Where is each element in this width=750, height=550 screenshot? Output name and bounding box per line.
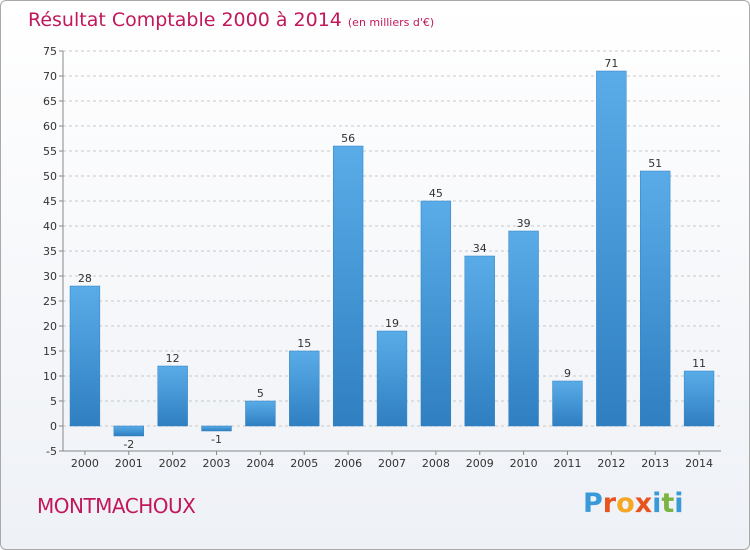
x-tick-label: 2012 bbox=[597, 457, 625, 470]
x-tick-label: 2013 bbox=[641, 457, 669, 470]
y-tick-label: 10 bbox=[43, 370, 57, 383]
y-tick-label: 15 bbox=[43, 345, 57, 358]
x-tick-label: 2005 bbox=[290, 457, 318, 470]
data-label: 9 bbox=[564, 367, 571, 380]
logo-letter: x bbox=[634, 488, 653, 519]
x-tick-label: 2000 bbox=[71, 457, 99, 470]
axes bbox=[59, 50, 721, 455]
x-tick-label: 2006 bbox=[334, 457, 362, 470]
y-tick-label: 50 bbox=[43, 170, 57, 183]
data-label: 11 bbox=[692, 357, 706, 370]
data-label: 45 bbox=[429, 187, 443, 200]
x-tick-label: 2007 bbox=[378, 457, 406, 470]
x-tick-label: 2009 bbox=[466, 457, 494, 470]
x-tick-label: 2014 bbox=[685, 457, 713, 470]
x-tick-label: 2004 bbox=[246, 457, 274, 470]
x-tick-label: 2002 bbox=[159, 457, 187, 470]
y-tick-label: -5 bbox=[46, 445, 57, 458]
data-label: 51 bbox=[648, 157, 662, 170]
bar-2014 bbox=[683, 370, 715, 427]
labels: -5 0 5 10 15 20 25 30 35 40 45 50 55 60 65 70 75 2000 28 20… bbox=[43, 45, 713, 470]
bar-2007 bbox=[376, 330, 408, 427]
data-label: 56 bbox=[341, 132, 355, 145]
y-tick-label: 40 bbox=[43, 220, 57, 233]
logo-letter: i bbox=[674, 488, 684, 519]
data-label: 19 bbox=[385, 317, 399, 330]
x-tick-label: 2011 bbox=[553, 457, 581, 470]
bar-2009 bbox=[464, 255, 495, 427]
y-tick-label: 65 bbox=[43, 95, 57, 108]
data-label: 12 bbox=[166, 352, 180, 365]
data-label: -1 bbox=[211, 433, 222, 446]
bar-2011 bbox=[552, 380, 583, 427]
y-tick-label: 35 bbox=[43, 245, 57, 258]
bars bbox=[69, 70, 715, 437]
data-label: 15 bbox=[297, 337, 311, 350]
proxiti-logo: Proxiti bbox=[583, 488, 684, 519]
bar-2001 bbox=[113, 425, 144, 437]
data-label: -2 bbox=[123, 438, 134, 451]
bar-2003 bbox=[201, 425, 232, 432]
y-tick-label: 45 bbox=[43, 195, 57, 208]
bar-2006 bbox=[332, 145, 364, 427]
chart-title-main: Résultat Comptable 2000 à 2014 bbox=[28, 9, 342, 31]
x-tick-label: 2010 bbox=[510, 457, 538, 470]
chart-title: Résultat Comptable 2000 à 2014 (en millie… bbox=[28, 9, 434, 31]
bar-2004 bbox=[245, 400, 276, 427]
data-label: 28 bbox=[78, 272, 92, 285]
y-tick-label: 75 bbox=[43, 45, 57, 58]
bar-2002 bbox=[157, 365, 188, 427]
y-tick-label: 60 bbox=[43, 120, 57, 133]
y-tick-label: 5 bbox=[50, 395, 57, 408]
y-tick-label: 0 bbox=[50, 420, 57, 433]
logo-letter: o bbox=[616, 488, 635, 519]
logo-letter: t bbox=[661, 488, 675, 519]
bar-2008 bbox=[420, 200, 452, 427]
logo-letter: r bbox=[602, 488, 617, 519]
bar-2000 bbox=[69, 285, 101, 427]
bar-2005 bbox=[289, 350, 320, 427]
y-tick-label: 55 bbox=[43, 145, 57, 158]
data-label: 71 bbox=[604, 57, 618, 70]
bar-2013 bbox=[640, 170, 671, 427]
x-tick-label: 2003 bbox=[203, 457, 231, 470]
y-tick-label: 25 bbox=[43, 295, 57, 308]
logo-letter: i bbox=[652, 488, 662, 519]
data-label: 5 bbox=[257, 387, 264, 400]
data-label: 39 bbox=[517, 217, 531, 230]
bar-2010 bbox=[508, 230, 539, 427]
commune-name: MONTMACHOUX bbox=[37, 494, 196, 518]
data-label: 34 bbox=[473, 242, 487, 255]
chart-subtitle: (en milliers d'€) bbox=[347, 16, 435, 29]
x-tick-label: 2008 bbox=[422, 457, 450, 470]
y-tick-label: 30 bbox=[43, 270, 57, 283]
y-tick-label: 20 bbox=[43, 320, 57, 333]
x-tick-label: 2001 bbox=[115, 457, 143, 470]
logo-letter: P bbox=[583, 488, 603, 519]
y-tick-label: 70 bbox=[43, 70, 57, 83]
bar-2012 bbox=[596, 70, 627, 427]
